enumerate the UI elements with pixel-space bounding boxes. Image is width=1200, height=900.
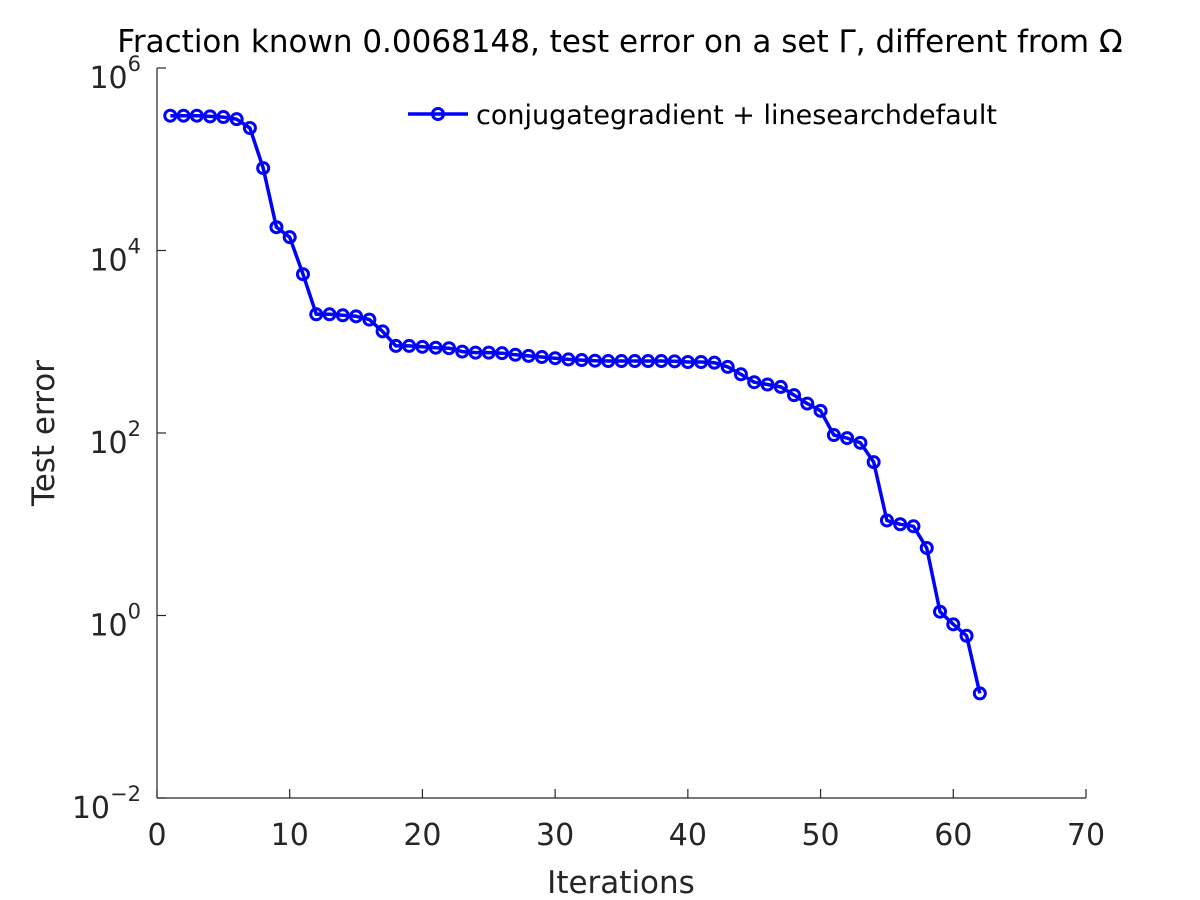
- x-tick-label: 70: [1067, 818, 1105, 853]
- legend: conjugategradient + linesearchdefault: [408, 100, 997, 131]
- data-point: [601, 354, 616, 369]
- data-point: [866, 455, 881, 470]
- data-point: [508, 347, 523, 362]
- data-point: [800, 396, 815, 411]
- data-point: [787, 388, 802, 403]
- data-point: [242, 121, 257, 136]
- data-point: [481, 345, 496, 360]
- y-tick-label: 106: [89, 52, 141, 96]
- data-point: [614, 354, 629, 369]
- data-point: [441, 341, 456, 356]
- data-point: [534, 350, 549, 365]
- data-point: [309, 307, 324, 322]
- data-point: [853, 435, 868, 450]
- x-axis-title: Iterations: [547, 865, 695, 900]
- data-point: [335, 308, 350, 323]
- data-point: [574, 353, 589, 368]
- data-point: [415, 339, 430, 354]
- x-tick-label: 60: [934, 818, 972, 853]
- data-point: [428, 340, 443, 355]
- data-point: [521, 348, 536, 363]
- y-tick-exponent: 6: [128, 52, 141, 76]
- data-point: [216, 110, 231, 125]
- data-point: [720, 359, 735, 374]
- x-axis-ticks: 0 10 20 30 40 50 60 70: [147, 789, 1105, 853]
- data-point: [919, 540, 934, 555]
- data-point: [733, 367, 748, 382]
- data-point: [163, 108, 178, 123]
- y-tick-exponent: 2: [128, 417, 141, 441]
- y-tick-base: 10: [89, 609, 127, 644]
- data-point: [229, 112, 244, 127]
- y-tick-base: 10: [89, 426, 127, 461]
- data-point: [667, 354, 682, 369]
- y-tick-base: 10: [89, 61, 127, 96]
- data-point: [893, 517, 908, 532]
- data-point: [349, 309, 364, 324]
- x-tick-label: 20: [403, 818, 441, 853]
- data-point: [641, 354, 656, 369]
- data-point: [946, 617, 961, 632]
- data-point: [587, 353, 602, 368]
- data-point: [375, 324, 390, 339]
- y-tick-label: 10−2: [72, 782, 141, 826]
- legend-label: conjugategradient + linesearchdefault: [476, 100, 997, 131]
- data-point: [295, 267, 310, 282]
- data-point: [840, 431, 855, 446]
- x-tick-label: 30: [536, 818, 574, 853]
- y-tick-base: 10: [89, 244, 127, 279]
- data-point: [189, 108, 204, 123]
- data-point: [813, 403, 828, 418]
- y-tick-label: 102: [89, 417, 141, 461]
- data-point: [282, 230, 297, 245]
- y-tick-exponent: −2: [110, 782, 141, 806]
- data-point: [760, 377, 775, 392]
- x-tick-label: 10: [271, 818, 309, 853]
- y-tick-label: 104: [89, 235, 141, 279]
- data-point: [322, 307, 337, 322]
- data-point: [972, 686, 987, 701]
- y-tick-exponent: 0: [128, 600, 141, 624]
- x-tick-label: 50: [801, 818, 839, 853]
- data-point: [654, 354, 669, 369]
- data-point: [402, 338, 417, 353]
- x-tick-label: 0: [147, 818, 166, 853]
- y-axis-title: Test error: [26, 360, 62, 507]
- plot-area: [157, 68, 1086, 798]
- data-point: [269, 220, 284, 235]
- data-point: [362, 312, 377, 327]
- data-point: [826, 428, 841, 443]
- data-point: [455, 344, 470, 359]
- data-point: [176, 108, 191, 123]
- data-point: [773, 379, 788, 394]
- y-tick-exponent: 4: [128, 235, 141, 259]
- data-point: [627, 354, 642, 369]
- data-point: [747, 375, 762, 390]
- data-point: [495, 346, 510, 361]
- data-point: [959, 628, 974, 643]
- data-point: [561, 352, 576, 367]
- data-point: [879, 513, 894, 528]
- data-point: [680, 354, 695, 369]
- data-point: [256, 161, 271, 176]
- y-tick-label: 100: [89, 600, 141, 644]
- data-point: [203, 109, 218, 124]
- data-point: [548, 351, 563, 366]
- data-point: [388, 338, 403, 353]
- series-layer: [163, 108, 987, 701]
- x-tick-label: 40: [669, 818, 707, 853]
- data-point: [707, 355, 722, 370]
- chart-title: Fraction known 0.0068148, test error on …: [117, 24, 1122, 60]
- legend-marker: [431, 107, 445, 121]
- data-point: [694, 354, 709, 369]
- data-point: [933, 604, 948, 619]
- data-point: [468, 345, 483, 360]
- y-tick-base: 10: [72, 791, 110, 826]
- data-point: [906, 519, 921, 534]
